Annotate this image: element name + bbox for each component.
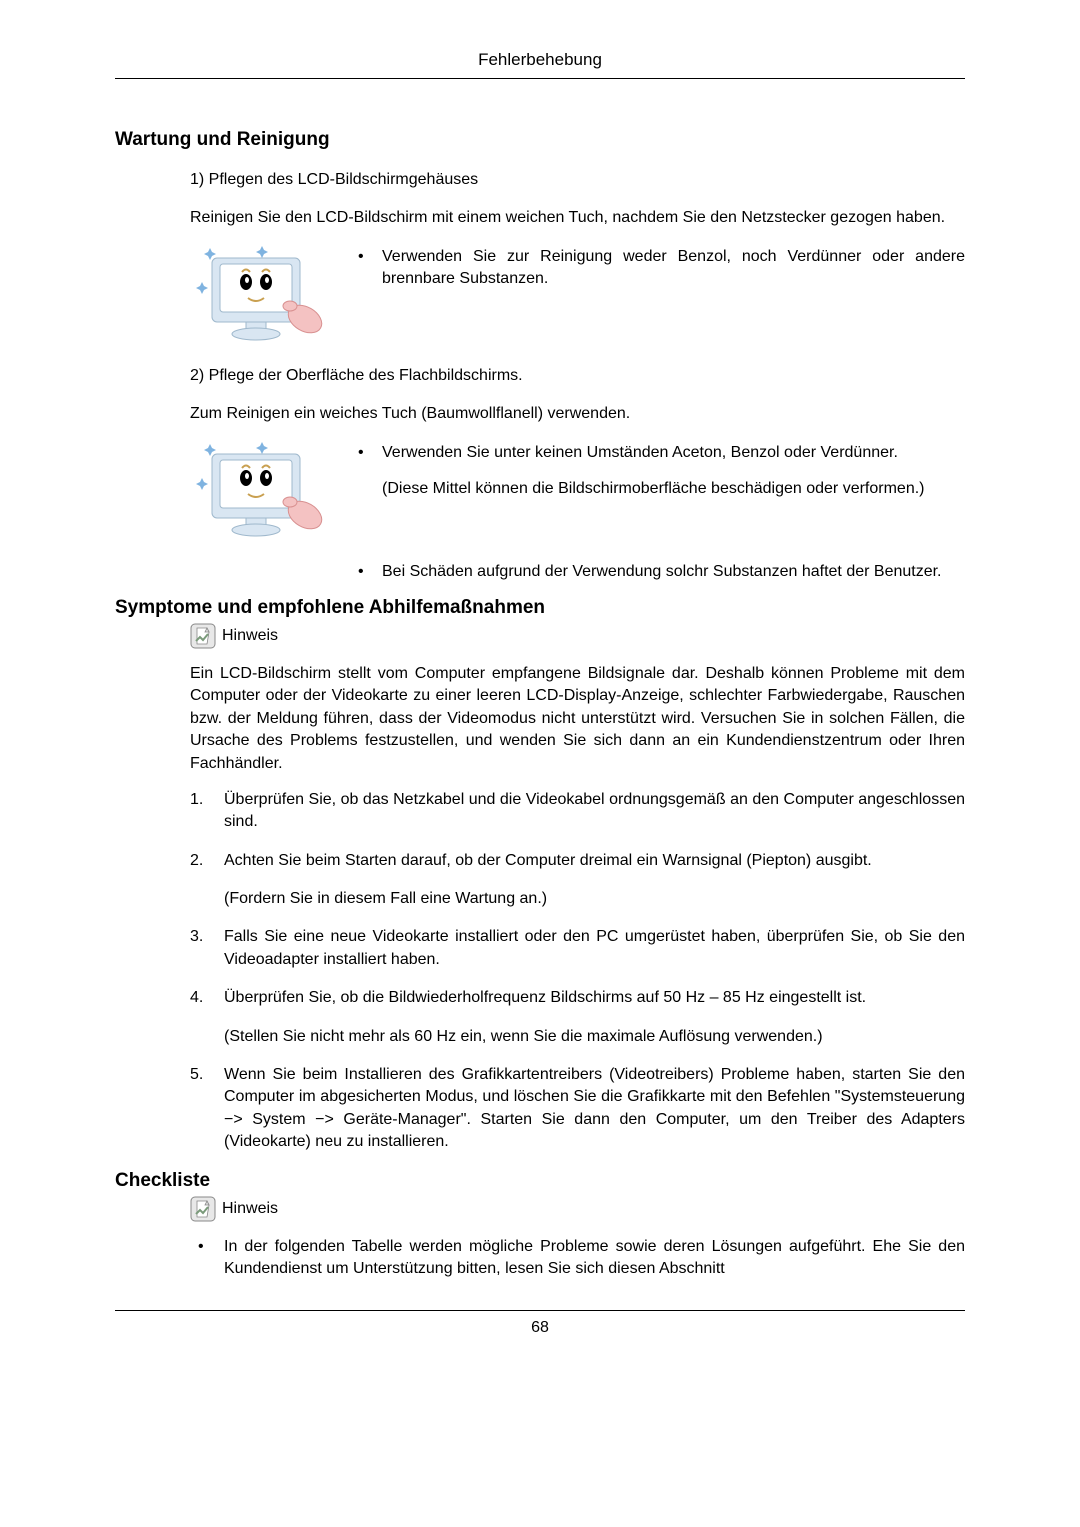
bullet-marker: • xyxy=(358,246,382,291)
text-reinigen-lcd: Reinigen Sie den LCD-Bildschirm mit eine… xyxy=(190,207,965,229)
monitor-cleaning-illustration-2 xyxy=(190,440,340,545)
numbered-item: 4.Überprüfen Sie, ob die Bildwiederholfr… xyxy=(190,987,965,1009)
hinweis-label: Hinweis xyxy=(222,1200,278,1218)
symptome-intro: Ein LCD-Bildschirm stellt vom Computer e… xyxy=(190,663,965,775)
numbered-item: 5.Wenn Sie beim Installieren des Grafikk… xyxy=(190,1064,965,1154)
section-checkliste-heading: Checkliste xyxy=(115,1170,965,1192)
hinweis-icon xyxy=(190,623,216,649)
bullet-marker: • xyxy=(190,1236,224,1281)
num-marker: 5. xyxy=(190,1064,224,1154)
bullet-beschaedigen: (Diese Mittel können die Bildschirmoberf… xyxy=(382,478,965,500)
page-footer: 68 xyxy=(115,1310,965,1337)
text-pflegen-1: 1) Pflegen des LCD-Bildschirmgehäuses xyxy=(190,169,965,191)
bullet-benzol: Verwenden Sie zur Reinigung weder Benzol… xyxy=(382,246,965,291)
num-text: Überprüfen Sie, ob die Bildwiederholfreq… xyxy=(224,987,965,1009)
text-baumwoll: Zum Reinigen ein weiches Tuch (Baumwollf… xyxy=(190,403,965,425)
bullet-marker: • xyxy=(358,442,382,464)
num-subtext: (Stellen Sie nicht mehr als 60 Hz ein, w… xyxy=(224,1026,965,1048)
bullet-marker xyxy=(358,478,382,500)
section-wartung-heading: Wartung und Reinigung xyxy=(115,129,965,151)
section-symptome-heading: Symptome und empfohlene Abhilfemaßnahmen xyxy=(115,597,965,619)
num-subtext: (Fordern Sie in diesem Fall eine Wartung… xyxy=(224,888,965,910)
numbered-list: 1.Überprüfen Sie, ob das Netzkabel und d… xyxy=(190,789,965,1154)
bullet-schaeden: Bei Schäden aufgrund der Verwendung solc… xyxy=(382,561,965,583)
hinweis-label: Hinweis xyxy=(222,627,278,645)
num-marker: 4. xyxy=(190,987,224,1009)
numbered-item: 2.Achten Sie beim Starten darauf, ob der… xyxy=(190,850,965,872)
bullet-marker: • xyxy=(358,561,382,583)
bullet-aceton: Verwenden Sie unter keinen Umständen Ace… xyxy=(382,442,965,464)
monitor-cleaning-illustration-1 xyxy=(190,244,340,349)
num-text: Falls Sie eine neue Videokarte installie… xyxy=(224,926,965,971)
checklist-bullet-text: In der folgenden Tabelle werden mögliche… xyxy=(224,1236,965,1281)
num-text: Achten Sie beim Starten darauf, ob der C… xyxy=(224,850,965,872)
hinweis-icon xyxy=(190,1196,216,1222)
numbered-item: 3.Falls Sie eine neue Videokarte install… xyxy=(190,926,965,971)
page-header: Fehlerbehebung xyxy=(115,50,965,79)
text-pflege-2: 2) Pflege der Oberfläche des Flachbildsc… xyxy=(190,365,965,387)
num-text: Wenn Sie beim Installieren des Grafikkar… xyxy=(224,1064,965,1154)
numbered-item: 1.Überprüfen Sie, ob das Netzkabel und d… xyxy=(190,789,965,834)
num-text: Überprüfen Sie, ob das Netzkabel und die… xyxy=(224,789,965,834)
num-marker: 2. xyxy=(190,850,224,872)
num-marker: 3. xyxy=(190,926,224,971)
num-marker: 1. xyxy=(190,789,224,834)
